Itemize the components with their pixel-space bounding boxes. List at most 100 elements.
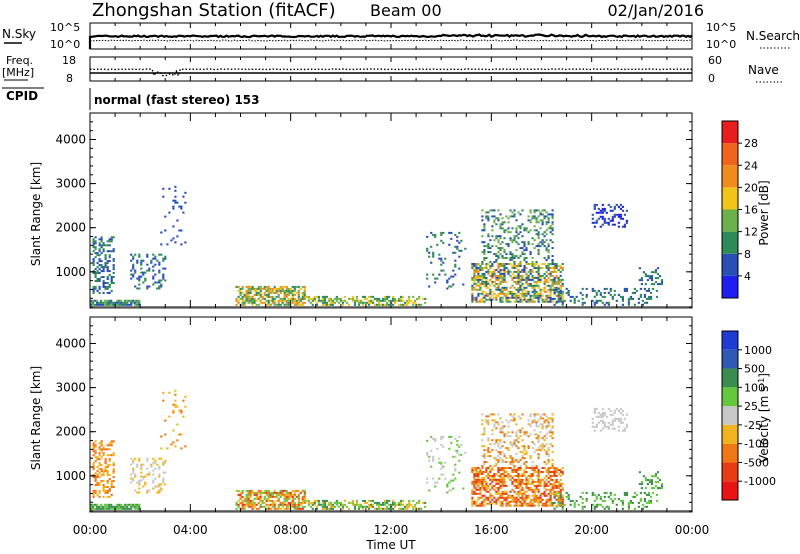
scatter-cell [658,275,662,278]
scatter-cell [235,285,238,288]
scatter-cell [535,229,538,232]
scatter-cell [607,407,610,410]
scatter-cell [521,253,524,256]
scatter-cell [106,454,109,457]
scatter-cell [251,303,254,306]
scatter-cell [607,203,610,206]
scatter-cell [603,425,606,428]
scatter-cell [479,298,482,301]
scatter-cell [623,417,626,420]
scatter-cell [561,498,564,501]
scatter-cell [609,289,612,292]
scatter-cell [479,469,482,471]
scatter-cell [638,471,641,474]
scatter-cell [527,502,530,505]
scatter-cell [597,503,600,506]
scatter-cell [130,277,133,280]
scatter-cell [547,498,550,501]
scatter-cell [485,298,488,301]
scatter-cell [136,303,139,306]
scatter-cell [261,505,264,508]
scatter-cell [621,217,624,220]
scatter-cell [301,497,304,500]
scatter-cell [501,272,504,275]
scatter-cell [611,295,614,298]
scatter-cell [351,295,355,298]
scatter-cell [162,461,165,464]
scatter-cell [529,476,532,479]
scatter-cell [150,463,153,466]
scatter-cell [621,295,624,298]
scatter-cell [545,265,548,267]
scatter-cell [501,473,504,475]
scatter-cell [603,413,606,416]
scatter-cell [493,280,496,283]
scatter-cell [551,288,554,291]
scatter-cell [279,287,282,290]
scatter-cell [495,223,498,226]
scatter-cell [627,505,630,508]
scatter-cell [591,421,594,424]
scatter-cell [523,278,526,281]
scatter-cell [355,299,359,302]
scatter-cell [525,257,528,259]
scatter-cell [553,265,556,267]
scatter-cell [501,286,504,289]
scatter-cell [547,219,550,222]
scatter-cell [479,276,482,279]
scatter-cell [323,301,326,304]
scatter-cell [643,287,646,290]
scatter-cell [511,459,514,462]
scatter-cell [331,301,334,304]
scatter-cell [388,299,391,302]
scatter-cell [545,294,548,297]
scatter-cell [597,493,600,496]
scatter-cell [471,504,474,507]
scatter-cell [98,446,101,449]
scatter-cell [104,491,107,494]
scatter-cell [549,278,552,281]
scatter-cell [269,507,272,510]
scatter-cell [140,275,143,278]
scatter-cell [477,478,480,481]
scatter-cell [279,507,282,510]
scatter-cell [515,474,518,477]
scatter-cell [519,225,522,228]
scatter-cell [444,477,447,480]
scatter-cell [509,263,512,265]
scatter-cell [539,296,542,299]
scatter-cell [404,303,407,306]
scatter-cell [615,213,618,216]
scatter-cell [537,484,540,487]
scatter-cell [513,300,516,303]
scatter-cell [281,491,284,494]
scatter-cell [623,213,626,216]
scatter-cell [537,498,540,501]
scatter-cell [499,478,502,481]
scatter-cell [545,247,548,250]
velocity-cells [90,389,692,513]
scatter-cell [523,463,526,465]
scatter-cell [511,463,514,465]
scatter-cell [521,445,524,448]
scatter-cell [376,297,379,300]
scatter-cell [481,282,484,285]
scatter-cell [124,303,127,306]
scatter-cell [416,507,419,510]
scatter-cell [152,457,155,460]
scatter-cell [567,293,570,296]
scatter-cell [402,499,405,502]
scatter-cell [555,498,558,501]
scatter-cell [108,503,111,506]
scatter-cell [519,474,522,477]
scatter-cell [507,298,510,301]
scatter-cell [555,276,558,279]
scatter-cell [251,507,254,510]
scatter-cell [557,276,560,279]
scatter-cell [537,286,540,289]
scatter-cell [527,445,530,448]
scatter-cell [525,292,528,295]
scatter-cell [557,278,560,281]
scatter-cell [613,207,616,210]
scatter-cell [243,507,246,510]
